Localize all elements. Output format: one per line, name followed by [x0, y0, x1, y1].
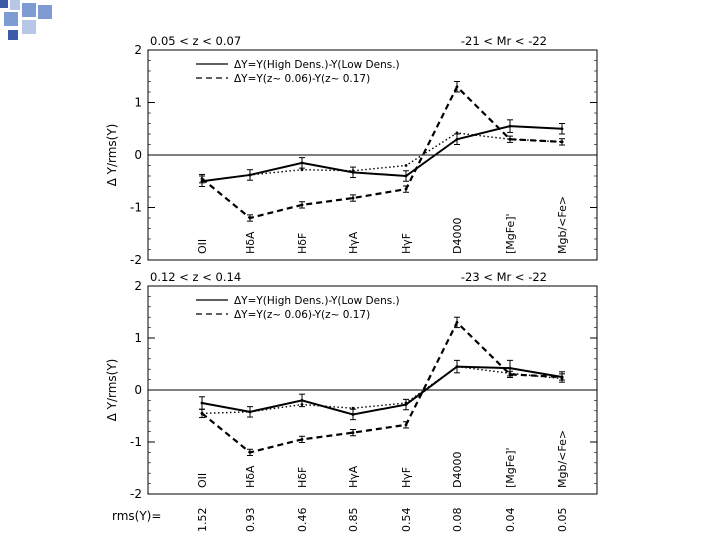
data-point	[404, 174, 408, 178]
y-axis-label: Δ Y/rms(Y)	[105, 124, 119, 187]
category-label: D4000	[451, 452, 464, 488]
legend-label: ΔY=Y(z~ 0.06)-Y(z~ 0.17)	[234, 73, 370, 85]
data-point	[455, 137, 459, 141]
deco-square-6	[22, 20, 36, 34]
y-tick-label: 2	[134, 279, 142, 293]
data-point	[455, 321, 459, 324]
category-label: HγF	[400, 233, 413, 254]
rms-row: rms(Y)= 1.52 0.93 0.46 0.85 0.54 0.08 0.04 0.05	[112, 508, 569, 533]
data-point	[200, 401, 204, 405]
data-point	[300, 399, 304, 402]
data-point	[200, 179, 204, 183]
y-tick-label: 0	[134, 148, 142, 162]
category-label: HδA	[244, 465, 257, 488]
legend-label: ΔY=Y(z~ 0.06)-Y(z~ 0.17)	[234, 309, 370, 321]
rms-value: 0.46	[296, 508, 309, 533]
category-label: HδF	[296, 233, 309, 254]
panel-title-right: -21 < Mr < -22	[461, 34, 547, 48]
series-line-dashed	[201, 84, 563, 220]
rms-row-label: rms(Y)=	[112, 509, 161, 523]
category-label: HδA	[244, 231, 257, 254]
y-tick-label: -1	[130, 201, 142, 215]
y-tick-label: 1	[134, 331, 142, 345]
series-line-solid	[201, 125, 563, 183]
y-axis-label: Δ Y/rms(Y)	[105, 359, 119, 422]
y-tick-label: 0	[134, 383, 142, 397]
data-point	[351, 413, 355, 416]
data-point	[560, 127, 564, 131]
deco-square-7	[8, 30, 18, 40]
series-line-dashed	[201, 320, 563, 454]
data-point	[455, 131, 459, 135]
data-point	[560, 377, 564, 380]
deco-square-4	[38, 5, 52, 19]
y-tick-label: 1	[134, 96, 142, 110]
data-point	[404, 187, 408, 191]
category-label: HδF	[296, 467, 309, 488]
chart-panel-1: 2 1 0 -1 -2 Δ Y/rms(Y) 0.05 < z < 0.07 -21 < Mr…	[105, 34, 598, 267]
category-label: OII	[196, 473, 209, 488]
rms-value: 1.52	[196, 508, 209, 533]
series-line-dotted	[201, 132, 563, 182]
data-point	[455, 85, 459, 89]
data-point	[300, 403, 304, 406]
category-label: [MgFe]'	[504, 447, 517, 488]
rms-value: 0.04	[504, 508, 517, 533]
series-line-dotted	[201, 365, 563, 415]
data-point	[248, 451, 252, 454]
data-point	[404, 423, 408, 427]
legend-label: ΔY=Y(High Dens.)-Y(Low Dens.)	[234, 59, 400, 71]
data-point	[200, 177, 204, 181]
category-label: Mgb/<Fe>	[556, 430, 569, 488]
data-point	[455, 365, 459, 368]
rms-value: 0.05	[556, 508, 569, 533]
slide-decoration	[0, 0, 60, 46]
panel-title-left: 0.12 < z < 0.14	[150, 270, 241, 284]
y-tick-label: -1	[130, 435, 142, 449]
data-point	[404, 164, 408, 167]
series-line-solid	[201, 365, 563, 416]
category-label: HγA	[347, 231, 360, 254]
chart-panel-2: 2 1 0 -1 -2 Δ Y/rms(Y) 0.12 < z < 0.14 -23 < Mr…	[105, 270, 598, 501]
deco-square-5	[4, 12, 18, 26]
deco-square-1	[0, 0, 8, 8]
data-point	[248, 216, 252, 220]
data-point	[300, 168, 304, 172]
panel-title-right: -23 < Mr < -22	[461, 270, 547, 284]
rms-value: 0.08	[451, 508, 464, 533]
rms-value: 0.93	[244, 508, 257, 533]
y-tick-label: -2	[130, 253, 142, 267]
data-point	[508, 124, 512, 128]
y-tick-label: -2	[130, 487, 142, 501]
rms-value: 0.54	[400, 508, 413, 533]
data-point	[351, 196, 355, 200]
deco-square-3	[22, 3, 36, 17]
data-point	[404, 401, 408, 405]
data-point	[508, 371, 512, 375]
data-point	[200, 412, 204, 415]
deco-square-2	[10, 0, 20, 10]
rms-value: 0.85	[347, 508, 360, 533]
legend-label: ΔY=Y(High Dens.)-Y(Low Dens.)	[234, 295, 400, 307]
category-label: D4000	[451, 218, 464, 254]
data-point	[508, 366, 512, 370]
category-label: Mgb/<Fe>	[556, 196, 569, 254]
data-point	[560, 140, 564, 144]
category-label: HγA	[347, 465, 360, 488]
data-point	[351, 169, 355, 173]
data-point	[300, 161, 304, 165]
category-label: [MgFe]'	[504, 213, 517, 254]
data-point	[248, 410, 252, 414]
category-label: HγF	[400, 467, 413, 488]
panel-title-left: 0.05 < z < 0.07	[150, 34, 241, 48]
data-point	[300, 203, 304, 207]
data-point	[351, 406, 355, 410]
y-tick-label: 2	[134, 43, 142, 57]
category-label: OII	[196, 239, 209, 254]
data-point	[300, 438, 304, 441]
data-point	[248, 173, 252, 177]
data-point	[351, 431, 355, 435]
data-point	[508, 137, 512, 141]
